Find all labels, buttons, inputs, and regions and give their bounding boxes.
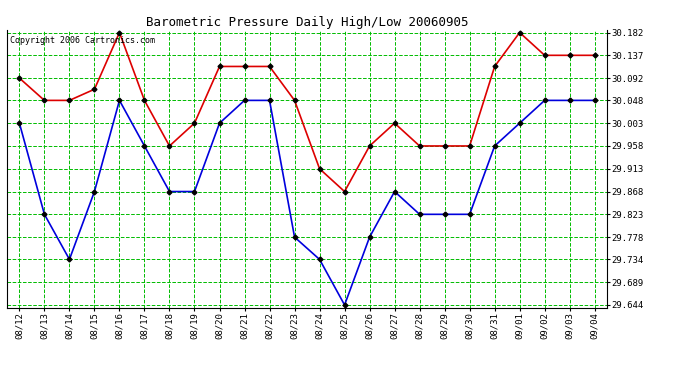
Text: Copyright 2006 Cartronics.com: Copyright 2006 Cartronics.com — [10, 36, 155, 45]
Title: Barometric Pressure Daily High/Low 20060905: Barometric Pressure Daily High/Low 20060… — [146, 16, 469, 29]
